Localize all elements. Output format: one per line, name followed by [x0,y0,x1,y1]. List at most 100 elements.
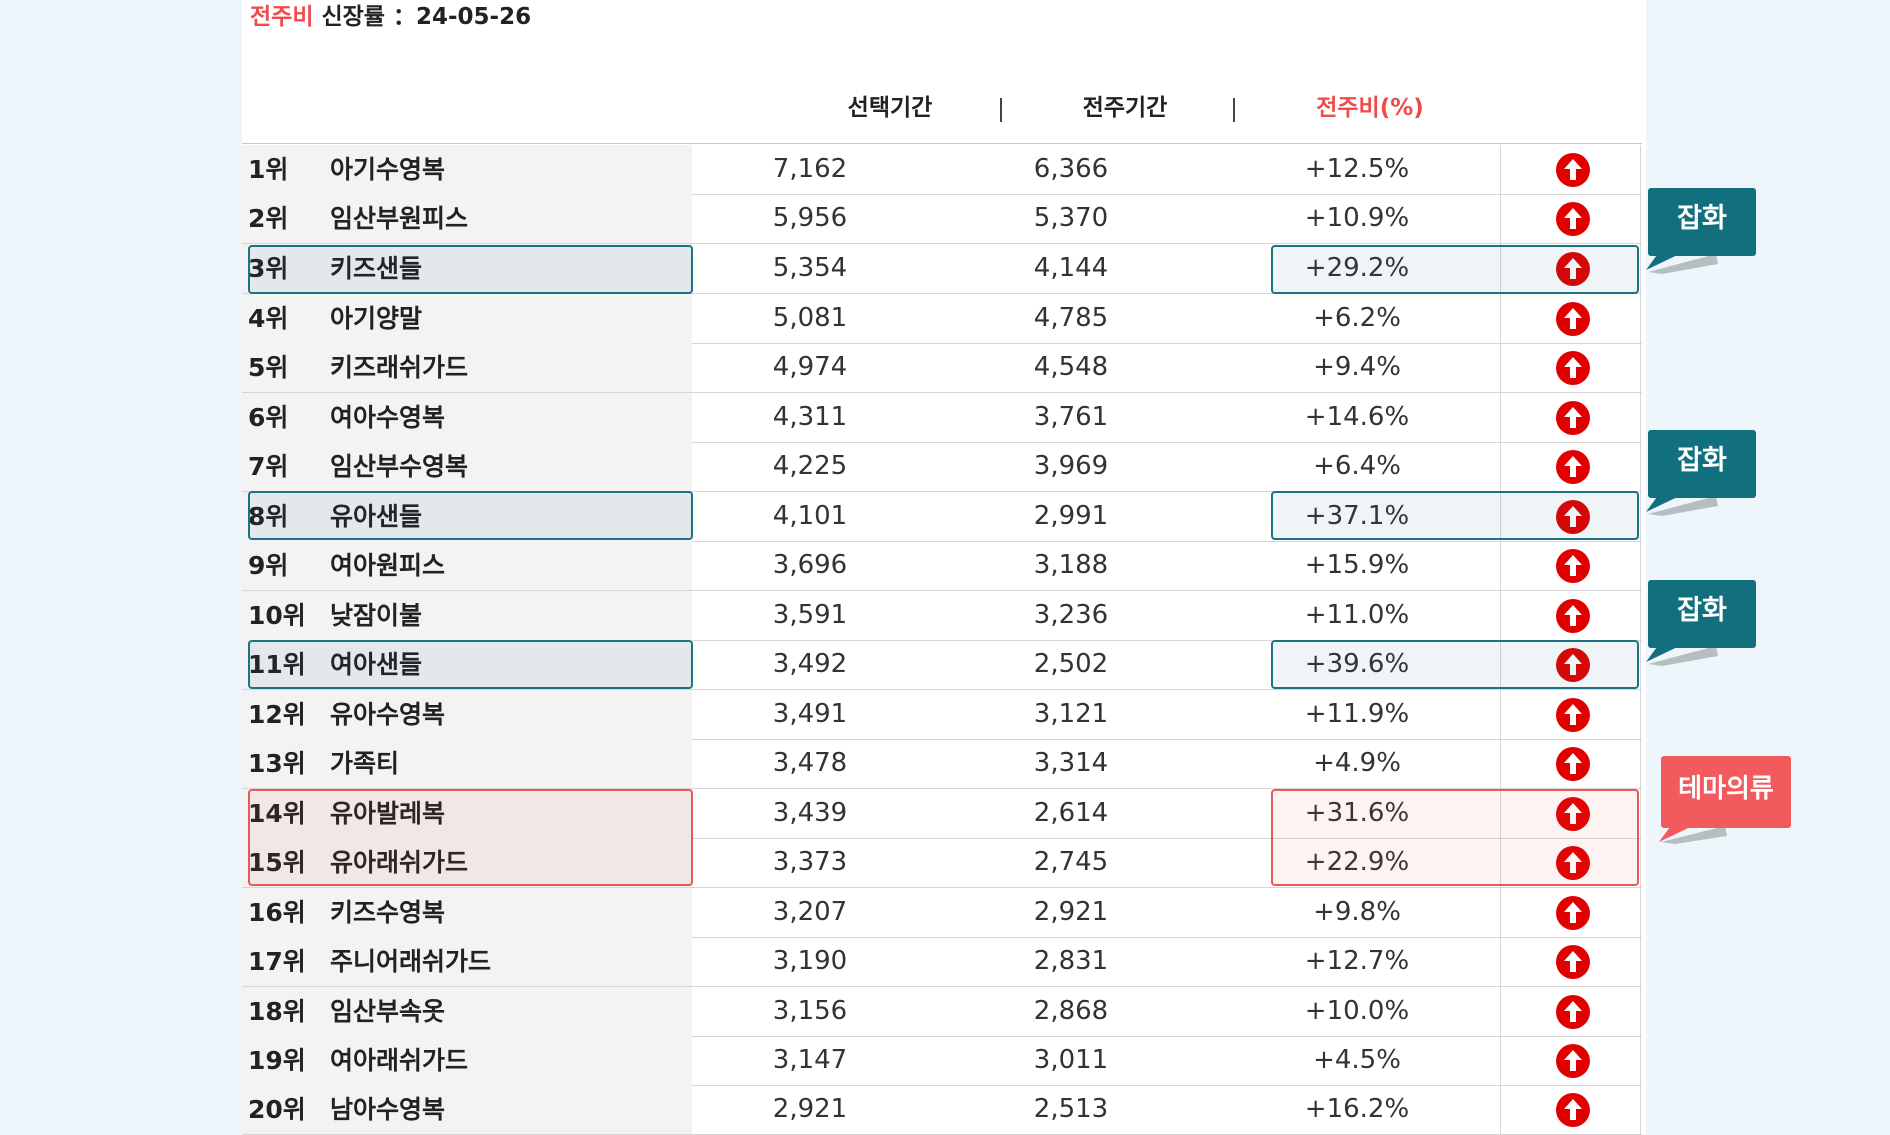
keyword-name[interactable]: 여아래쉬가드 [330,1046,469,1075]
table-row[interactable]: 1위 아기수영복 7,162 6,366 +12.5% [242,145,1642,195]
table-row[interactable]: 19위 여아래쉬가드 3,147 3,011 +4.5% [242,1036,1642,1086]
table-row[interactable]: 16위 키즈수영복 3,207 2,921 +9.8% [242,888,1642,938]
column-divider [1640,145,1641,195]
previous-period-value: 5,370 [1033,203,1109,233]
table-row[interactable]: 2위 임산부원피스 5,956 5,370 +10.9% [242,194,1642,244]
table-row[interactable]: 15위 유아래쉬가드 3,373 2,745 +22.9% [242,838,1642,888]
column-divider [1640,442,1641,492]
table-row[interactable]: 8위 유아샌들 4,101 2,991 +37.1% [242,492,1642,542]
callout-tag-pink: 테마의류 [1655,756,1845,846]
keyword-name[interactable]: 여아수영복 [330,403,446,432]
previous-period-value: 3,236 [1033,600,1109,630]
column-divider [1500,343,1501,393]
highlight-name-box [248,789,693,886]
table-row[interactable]: 18위 임산부속옷 3,156 2,868 +10.0% [242,987,1642,1037]
keyword-name[interactable]: 여아원피스 [330,551,446,580]
column-divider [1500,640,1501,690]
rank-label: 20위 [248,1095,306,1124]
rank-label: 6위 [248,403,289,432]
selected-period-value: 4,311 [772,402,848,432]
table-row[interactable]: 4위 아기양말 5,081 4,785 +6.2% [242,294,1642,344]
row-divider [242,194,1642,195]
arrow-up-circle-icon [1556,698,1590,732]
previous-period-value: 2,868 [1033,996,1109,1026]
column-divider [1500,838,1501,888]
row-divider [242,887,1642,888]
callout-tag-teal: 잡화 [1646,580,1836,670]
keyword-name[interactable]: 주니어래쉬가드 [330,947,492,976]
table-row[interactable]: 12위 유아수영복 3,491 3,121 +11.9% [242,690,1642,740]
keyword-name[interactable]: 유아래쉬가드 [330,848,469,877]
keyword-name[interactable]: 가족티 [330,749,400,778]
table-row[interactable]: 10위 낮잠이불 3,591 3,236 +11.0% [242,591,1642,641]
keyword-name[interactable]: 키즈래쉬가드 [330,353,469,382]
keyword-name[interactable]: 유아샌들 [330,502,423,531]
selected-period-value: 3,373 [772,847,848,877]
highlight-ratio-box [1271,789,1639,886]
header-separator [1233,98,1235,122]
selected-period-value: 3,147 [772,1045,848,1075]
column-divider [1640,393,1641,443]
name-cell-bg [242,492,692,541]
arrow-up-circle-icon [1556,1044,1590,1078]
keyword-name[interactable]: 키즈수영복 [330,898,446,927]
rank-label: 16위 [248,898,306,927]
ratio-value: +4.9% [1313,748,1401,778]
selected-period-value: 3,492 [772,649,848,679]
table-row[interactable]: 5위 키즈래쉬가드 4,974 4,548 +9.4% [242,343,1642,393]
table-row[interactable]: 20위 남아수영복 2,921 2,513 +16.2% [242,1085,1642,1135]
arrow-up-circle-icon [1556,747,1590,781]
column-divider [1500,789,1501,839]
selected-period-value: 3,207 [772,897,848,927]
title-accent: 전주비 [250,4,314,30]
keyword-name[interactable]: 유아발레복 [330,799,446,828]
table-row[interactable]: 14위 유아발레복 3,439 2,614 +31.6% [242,789,1642,839]
previous-period-value: 2,745 [1033,847,1109,877]
table-row[interactable]: 9위 여아원피스 3,696 3,188 +15.9% [242,541,1642,591]
column-divider [1640,1085,1641,1135]
column-divider [1500,492,1501,542]
previous-period-value: 3,188 [1033,550,1109,580]
previous-period-value: 2,502 [1033,649,1109,679]
column-divider [1500,888,1501,938]
keyword-name[interactable]: 아기수영복 [330,155,446,184]
row-divider [242,442,1642,443]
table-row[interactable]: 13위 가족티 3,478 3,314 +4.9% [242,739,1642,789]
name-cell-bg [242,1085,692,1134]
table-row[interactable]: 6위 여아수영복 4,311 3,761 +14.6% [242,393,1642,443]
selected-period-value: 3,696 [772,550,848,580]
highlight-name-box [248,491,693,540]
previous-period-value: 2,921 [1033,897,1109,927]
table-row[interactable]: 7위 임산부수영복 4,225 3,969 +6.4% [242,442,1642,492]
keyword-name[interactable]: 여아샌들 [330,650,423,679]
table-row[interactable]: 11위 여아샌들 3,492 2,502 +39.6% [242,640,1642,690]
row-divider [242,739,1642,740]
column-divider [1640,937,1641,987]
name-cell-bg [242,393,692,442]
name-cell-bg [242,640,692,689]
selected-period-value: 4,225 [772,451,848,481]
keyword-name[interactable]: 아기양말 [330,304,423,333]
keyword-name[interactable]: 임산부수영복 [330,452,469,481]
column-divider [1500,294,1501,344]
keyword-name[interactable]: 남아수영복 [330,1095,446,1124]
table-row[interactable]: 3위 키즈샌들 5,354 4,144 +29.2% [242,244,1642,294]
keyword-name[interactable]: 낮잠이불 [330,601,423,630]
keyword-name[interactable]: 임산부속옷 [330,997,446,1026]
arrow-up-circle-icon [1556,896,1590,930]
keyword-name[interactable]: 유아수영복 [330,700,446,729]
table-row[interactable]: 17위 주니어래쉬가드 3,190 2,831 +12.7% [242,937,1642,987]
ratio-value: +11.9% [1304,699,1410,729]
arrow-up-circle-icon [1556,202,1590,236]
previous-period-value: 2,513 [1033,1094,1109,1124]
name-cell-bg [242,789,692,838]
rank-label: 12위 [248,700,306,729]
keyword-name[interactable]: 키즈샌들 [330,254,423,283]
rank-label: 3위 [248,254,289,283]
previous-period-value: 3,314 [1033,748,1109,778]
row-divider [242,1036,1642,1037]
name-cell-bg [242,244,692,293]
keyword-name[interactable]: 임산부원피스 [330,204,469,233]
column-divider [1640,789,1641,839]
column-divider [1500,987,1501,1037]
